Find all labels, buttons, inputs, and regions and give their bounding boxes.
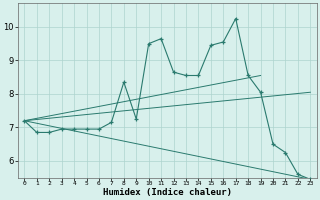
X-axis label: Humidex (Indice chaleur): Humidex (Indice chaleur) — [103, 188, 232, 197]
